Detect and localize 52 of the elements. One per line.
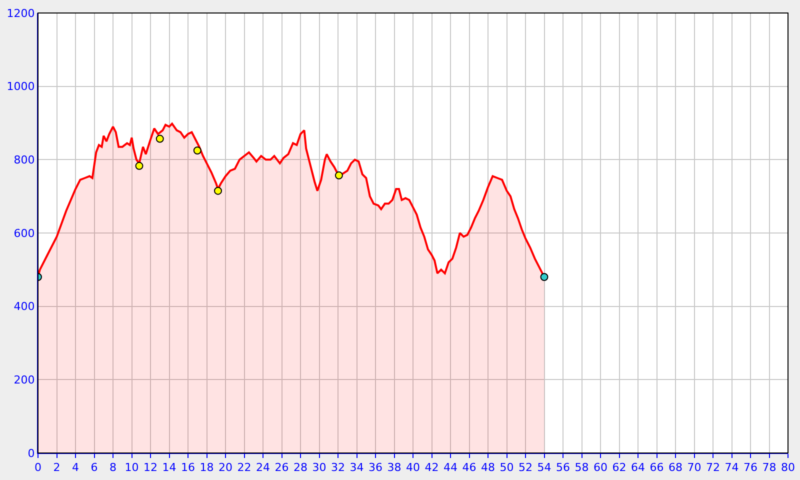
x-tick-label: 46: [462, 461, 476, 474]
x-tick-label: 34: [350, 461, 364, 474]
x-tick-label: 2: [53, 461, 60, 474]
x-tick-label: 56: [556, 461, 570, 474]
x-tick-label: 20: [218, 461, 232, 474]
x-tick-label: 66: [650, 461, 664, 474]
x-tick-label: 14: [162, 461, 176, 474]
x-tick-label: 12: [144, 461, 158, 474]
y-tick-label: 600: [14, 226, 35, 240]
point: [135, 162, 144, 170]
x-tick-label: 68: [668, 461, 682, 474]
y-tick-label: 1200: [6, 6, 35, 20]
y-tick-label: 0: [28, 446, 35, 460]
x-tick-label: 24: [256, 461, 270, 474]
x-tick-label: 50: [500, 461, 514, 474]
x-tick-label: 60: [594, 461, 608, 474]
x-tick-label: 6: [90, 461, 98, 474]
y-tick-label: 800: [14, 154, 35, 167]
point: [156, 134, 164, 143]
x-tick-label: 72: [706, 461, 720, 474]
x-tick-label: 26: [274, 461, 289, 474]
x-tick-label: 74: [724, 461, 739, 474]
x-tick-label: 42: [424, 461, 439, 474]
x-tick-label: 4: [72, 461, 79, 474]
x-tick-label: 18: [200, 461, 214, 474]
x-tick-label: 38: [387, 461, 402, 474]
x-tick-label: 10: [124, 461, 139, 474]
y-tick-label: 200: [14, 374, 35, 387]
x-tick-label: 28: [294, 461, 308, 474]
x-tick-label: 16: [181, 461, 195, 474]
x-tick-label: 70: [687, 461, 702, 474]
point: [193, 146, 202, 154]
x-tick-label: 78: [762, 461, 776, 474]
x-tick-label: 52: [518, 461, 532, 474]
point: [334, 171, 343, 180]
x-tick-label: 44: [444, 461, 458, 474]
x-tick-label: 30: [312, 461, 326, 474]
x-tick-label: 54: [537, 461, 552, 474]
x-tick-label: 62: [612, 461, 626, 474]
x-tick-label: 48: [481, 461, 495, 474]
x-tick-label: 64: [631, 461, 645, 474]
x-tick-label: 32: [331, 461, 345, 474]
x-tick-label: 58: [574, 461, 589, 474]
y-tick-label: 400: [14, 300, 35, 314]
y-tick-label: 1000: [6, 80, 35, 94]
x-tick-label: 76: [744, 461, 758, 474]
x-tick-label: 36: [368, 461, 382, 474]
point: [214, 186, 222, 195]
x-tick-label: 22: [237, 461, 252, 474]
x-tick-label: 8: [110, 461, 116, 474]
x-tick-label: 40: [406, 461, 420, 474]
x-tick-label: 80: [781, 461, 795, 474]
